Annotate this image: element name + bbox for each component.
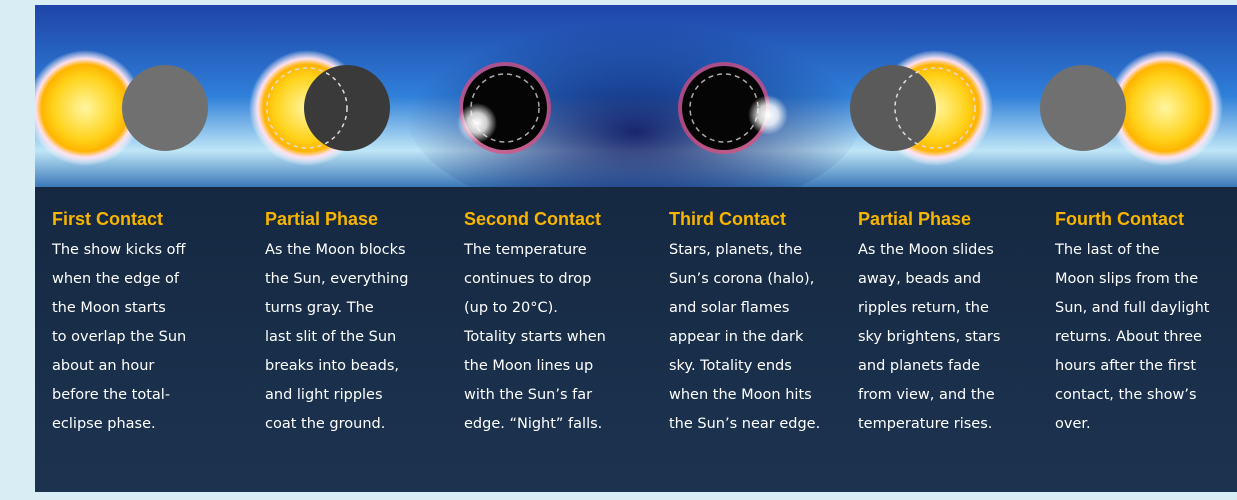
phase-text: (up to 20°C). <box>464 294 606 323</box>
phase-text: The last of the <box>1055 236 1209 265</box>
phase-text: from view, and the <box>858 381 1000 410</box>
phase-text: eclipse phase. <box>52 410 186 439</box>
phase-title: First Contact <box>52 209 186 230</box>
phase-text: and light ripples <box>265 381 408 410</box>
phase-text: edge. “Night” falls. <box>464 410 606 439</box>
phase-text: last slit of the Sun <box>265 323 408 352</box>
phase-text: the Moon lines up <box>464 352 606 381</box>
phase-text: sky. Totality ends <box>669 352 820 381</box>
phase-text: sky brightens, stars <box>858 323 1000 352</box>
phase-text: continues to drop <box>464 265 606 294</box>
phase-title: Partial Phase <box>265 209 408 230</box>
phase-text: Sun’s corona (halo), <box>669 265 820 294</box>
phase-text: As the Moon blocks <box>265 236 408 265</box>
phase-text: Sun, and full daylight <box>1055 294 1209 323</box>
phase-text: away, beads and <box>858 265 1000 294</box>
page: First ContactThe show kicks offwhen the … <box>0 0 1237 500</box>
phase-text: contact, the show’s <box>1055 381 1209 410</box>
phase-text: and planets fade <box>858 352 1000 381</box>
phase-text: ripples return, the <box>858 294 1000 323</box>
phase-text: when the Moon hits <box>669 381 820 410</box>
phase-title: Second Contact <box>464 209 606 230</box>
phase-title: Fourth Contact <box>1055 209 1209 230</box>
phase-text: about an hour <box>52 352 186 381</box>
phase-text: and solar flames <box>669 294 820 323</box>
phase-text: the Sun, everything <box>265 265 408 294</box>
phase-text: before the total- <box>52 381 186 410</box>
phase-text: returns. About three <box>1055 323 1209 352</box>
phase-text: hours after the first <box>1055 352 1209 381</box>
phase-text: coat the ground. <box>265 410 408 439</box>
phase-text: Totality starts when <box>464 323 606 352</box>
phase-text: when the edge of <box>52 265 186 294</box>
phase-text: The show kicks off <box>52 236 186 265</box>
phase-text: The temperature <box>464 236 606 265</box>
phase-text: temperature rises. <box>858 410 1000 439</box>
phase-text: over. <box>1055 410 1209 439</box>
phase-text: Stars, planets, the <box>669 236 820 265</box>
phase-text: appear in the dark <box>669 323 820 352</box>
phase-title: Third Contact <box>669 209 820 230</box>
phase-text: breaks into beads, <box>265 352 408 381</box>
phase-text: turns gray. The <box>265 294 408 323</box>
phase-text: Moon slips from the <box>1055 265 1209 294</box>
phase-text: the Sun’s near edge. <box>669 410 820 439</box>
phase-text: to overlap the Sun <box>52 323 186 352</box>
eclipse-illustration <box>35 5 1237 187</box>
phase-text: the Moon starts <box>52 294 186 323</box>
phase-text: with the Sun’s far <box>464 381 606 410</box>
phase-text: As the Moon slides <box>858 236 1000 265</box>
phase-title: Partial Phase <box>858 209 1000 230</box>
